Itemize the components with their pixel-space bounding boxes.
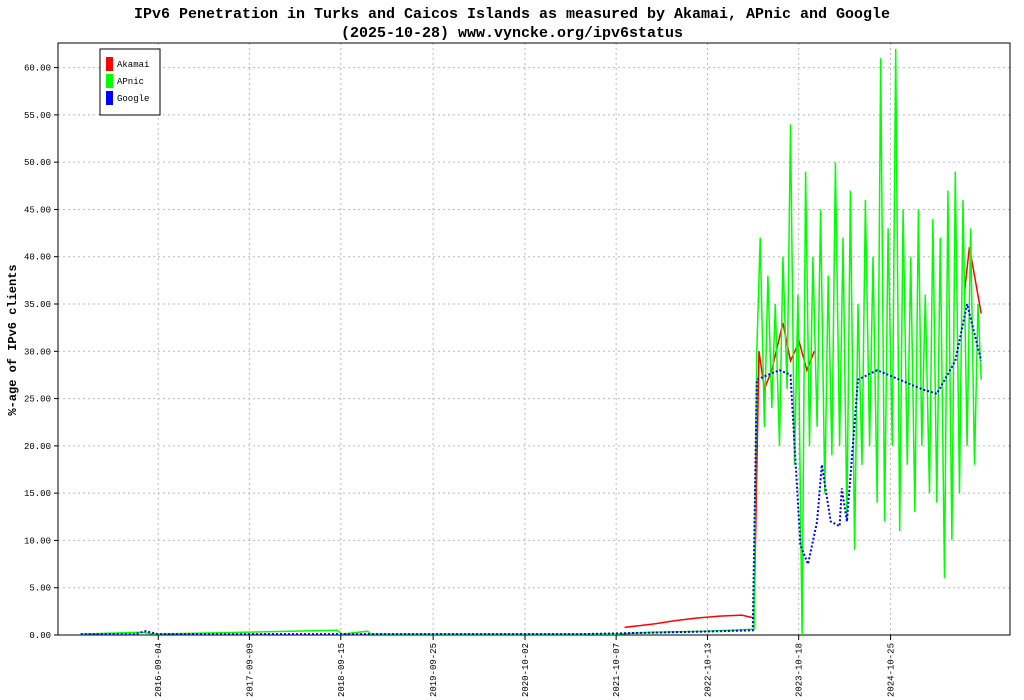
x-tick-label: 2023-10-18 [795, 643, 805, 697]
series-line [80, 303, 983, 636]
x-tick-label: 2021-10-07 [612, 643, 622, 697]
x-tick-label: 2017-09-09 [245, 643, 255, 697]
y-tick-label: 5.00 [29, 584, 51, 594]
legend-swatch [106, 74, 113, 88]
legend-swatch [106, 57, 113, 71]
x-tick-label: 2016-09-04 [154, 643, 164, 697]
x-tick-label: 2019-09-25 [429, 643, 439, 697]
x-tick-label: 2018-09-15 [337, 643, 347, 697]
y-tick-label: 25.00 [24, 395, 51, 405]
y-tick-label: 30.00 [24, 347, 51, 357]
legend-label: APnic [117, 77, 144, 87]
y-tick-label: 60.00 [24, 64, 51, 74]
x-tick-label: 2020-10-02 [521, 643, 531, 697]
legend-swatch [106, 91, 113, 105]
y-axis-label: %-age of IPv6 clients [6, 264, 20, 415]
legend-label: Google [117, 94, 149, 104]
plot-frame [57, 42, 1011, 636]
y-tick-label: 40.00 [24, 253, 51, 263]
y-tick-label: 20.00 [24, 442, 51, 452]
y-tick-label: 55.00 [24, 111, 51, 121]
series-line [624, 247, 982, 629]
y-tick-label: 0.00 [29, 631, 51, 641]
x-tick-label: 2022-10-13 [704, 643, 714, 697]
chart-subtitle: (2025-10-28) www.vyncke.org/ipv6status [341, 25, 683, 42]
y-tick-label: 35.00 [24, 300, 51, 310]
legend-label: Akamai [117, 60, 149, 70]
y-tick-label: 15.00 [24, 489, 51, 499]
y-tick-label: 10.00 [24, 536, 51, 546]
chart-title: IPv6 Penetration in Turks and Caicos Isl… [134, 6, 890, 23]
y-tick-label: 45.00 [24, 205, 51, 215]
series-line [80, 48, 982, 636]
y-tick-label: 50.00 [24, 158, 51, 168]
x-tick-label: 2024-10-25 [887, 643, 897, 697]
